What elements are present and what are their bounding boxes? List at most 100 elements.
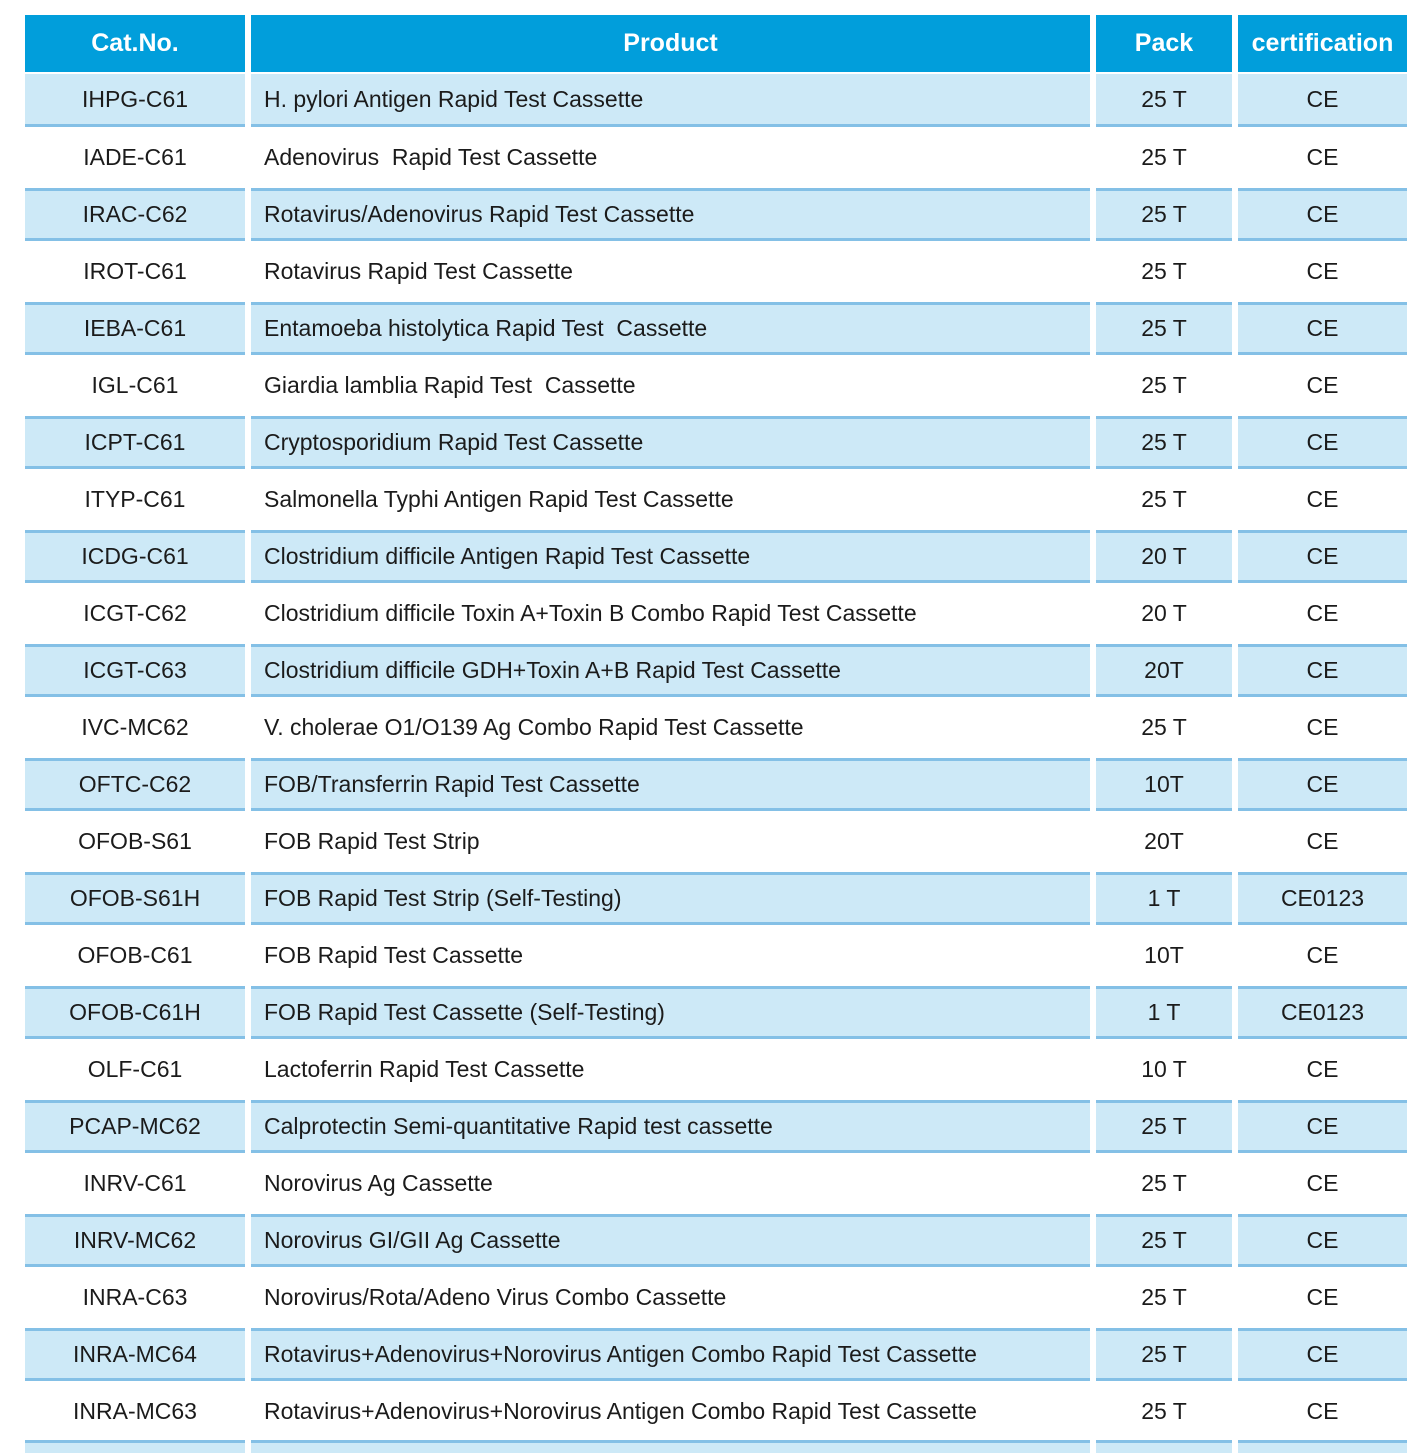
product-cell: Clostridium difficile Toxin A+Toxin B Co… xyxy=(251,587,1090,640)
cat-no-cell: OFOB-C61H xyxy=(25,986,245,1039)
certification-cell: CE xyxy=(1238,131,1407,184)
certification-cell: CE xyxy=(1238,188,1407,241)
certification-cell: CE xyxy=(1238,1271,1407,1324)
cat-no-cell: ICPT-C61 xyxy=(25,416,245,469)
product-cell: Norovirus/Rota/Adeno Virus Combo Cassett… xyxy=(251,1271,1090,1324)
cat-no-cell: INRV-C61 xyxy=(25,1157,245,1210)
pack-cell: 20 T xyxy=(1096,587,1232,640)
pack-cell: 1 T xyxy=(1096,872,1232,925)
pack-cell: 25 T xyxy=(1096,1157,1232,1210)
product-cell: Giardia lamblia Rapid Test Cassette xyxy=(251,359,1090,412)
pack-cell: 25 T xyxy=(1096,701,1232,754)
cat-no-cell: ICGT-C62 xyxy=(25,587,245,640)
column-header-cat-no: Cat.No. xyxy=(25,15,245,72)
table-row: OFTC-C62 FOB/Transferrin Rapid Test Cass… xyxy=(25,756,1407,813)
table-row: ICDG-C61 Clostridium difficile Antigen R… xyxy=(25,528,1407,585)
sliver-cell xyxy=(251,1440,1090,1453)
certification-cell: CE xyxy=(1238,359,1407,412)
certification-cell: CE xyxy=(1238,530,1407,583)
column-header-pack: Pack xyxy=(1096,15,1232,72)
table-row: IEBA-C61 Entamoeba histolytica Rapid Tes… xyxy=(25,300,1407,357)
product-cell: Entamoeba histolytica Rapid Test Cassett… xyxy=(251,302,1090,355)
certification-cell: CE0123 xyxy=(1238,986,1407,1039)
product-cell: Adenovirus Rapid Test Cassette xyxy=(251,131,1090,184)
table-row: ITYP-C61 Salmonella Typhi Antigen Rapid … xyxy=(25,471,1407,528)
pack-cell: 25 T xyxy=(1096,302,1232,355)
product-cell: FOB Rapid Test Cassette (Self-Testing) xyxy=(251,986,1090,1039)
certification-cell: CE xyxy=(1238,815,1407,868)
certification-cell: CE xyxy=(1238,245,1407,298)
cat-no-cell: IRAC-C62 xyxy=(25,188,245,241)
cat-no-cell: PCAP-MC62 xyxy=(25,1100,245,1153)
sliver-cell xyxy=(25,1440,245,1453)
table-row: ICGT-C62 Clostridium difficile Toxin A+T… xyxy=(25,585,1407,642)
cat-no-cell: IEBA-C61 xyxy=(25,302,245,355)
table-row: OLF-C61 Lactoferrin Rapid Test Cassette … xyxy=(25,1041,1407,1098)
table-row: INRV-MC62 Norovirus GI/GII Ag Cassette 2… xyxy=(25,1212,1407,1269)
certification-cell: CE xyxy=(1238,302,1407,355)
pack-cell: 25 T xyxy=(1096,1271,1232,1324)
product-cell: Clostridium difficile GDH+Toxin A+B Rapi… xyxy=(251,644,1090,697)
pack-cell: 25 T xyxy=(1096,74,1232,127)
pack-cell: 25 T xyxy=(1096,245,1232,298)
table-row: INRA-MC64 Rotavirus+Adenovirus+Norovirus… xyxy=(25,1326,1407,1383)
product-cell: H. pylori Antigen Rapid Test Cassette xyxy=(251,74,1090,127)
product-cell: Norovirus GI/GII Ag Cassette xyxy=(251,1214,1090,1267)
sliver-cell xyxy=(1238,1440,1407,1453)
table-body: IHPG-C61 H. pylori Antigen Rapid Test Ca… xyxy=(25,72,1407,1440)
table-row: ICPT-C61 Cryptosporidium Rapid Test Cass… xyxy=(25,414,1407,471)
product-cell: V. cholerae O1/O139 Ag Combo Rapid Test … xyxy=(251,701,1090,754)
pack-cell: 1 T xyxy=(1096,986,1232,1039)
table-row: INRA-MC63 Rotavirus+Adenovirus+Norovirus… xyxy=(25,1383,1407,1440)
product-cell: Rotavirus+Adenovirus+Norovirus Antigen C… xyxy=(251,1328,1090,1381)
certification-cell: CE xyxy=(1238,473,1407,526)
product-table: Cat.No. Product Pack certification IHPG-… xyxy=(25,15,1407,1453)
table-row: IROT-C61 Rotavirus Rapid Test Cassette 2… xyxy=(25,243,1407,300)
cat-no-cell: OFOB-S61H xyxy=(25,872,245,925)
table-row: ICGT-C63 Clostridium difficile GDH+Toxin… xyxy=(25,642,1407,699)
product-cell: Salmonella Typhi Antigen Rapid Test Cass… xyxy=(251,473,1090,526)
certification-cell: CE xyxy=(1238,587,1407,640)
product-cell: Clostridium difficile Antigen Rapid Test… xyxy=(251,530,1090,583)
pack-cell: 25 T xyxy=(1096,1100,1232,1153)
cat-no-cell: ITYP-C61 xyxy=(25,473,245,526)
product-cell: Cryptosporidium Rapid Test Cassette xyxy=(251,416,1090,469)
certification-cell: CE xyxy=(1238,1043,1407,1096)
cat-no-cell: INRA-MC63 xyxy=(25,1385,245,1438)
cat-no-cell: INRA-MC64 xyxy=(25,1328,245,1381)
certification-cell: CE xyxy=(1238,644,1407,697)
pack-cell: 25 T xyxy=(1096,131,1232,184)
pack-cell: 25 T xyxy=(1096,188,1232,241)
product-cell: Rotavirus Rapid Test Cassette xyxy=(251,245,1090,298)
table-header-row: Cat.No. Product Pack certification xyxy=(25,15,1407,72)
table-row: INRA-C63 Norovirus/Rota/Adeno Virus Comb… xyxy=(25,1269,1407,1326)
certification-cell: CE xyxy=(1238,758,1407,811)
pack-cell: 25 T xyxy=(1096,473,1232,526)
cat-no-cell: OFTC-C62 xyxy=(25,758,245,811)
product-cell: Rotavirus/Adenovirus Rapid Test Cassette xyxy=(251,188,1090,241)
sliver-cell xyxy=(1096,1440,1232,1453)
certification-cell: CE xyxy=(1238,1328,1407,1381)
certification-cell: CE0123 xyxy=(1238,872,1407,925)
table-row: IRAC-C62 Rotavirus/Adenovirus Rapid Test… xyxy=(25,186,1407,243)
product-cell: Rotavirus+Adenovirus+Norovirus Antigen C… xyxy=(251,1385,1090,1438)
table-row: PCAP-MC62 Calprotectin Semi-quantitative… xyxy=(25,1098,1407,1155)
pack-cell: 10T xyxy=(1096,758,1232,811)
product-cell: Lactoferrin Rapid Test Cassette xyxy=(251,1043,1090,1096)
pack-cell: 10 T xyxy=(1096,1043,1232,1096)
pack-cell: 25 T xyxy=(1096,416,1232,469)
cat-no-cell: ICGT-C63 xyxy=(25,644,245,697)
table-row: IGL-C61 Giardia lamblia Rapid Test Casse… xyxy=(25,357,1407,414)
column-header-product: Product xyxy=(251,15,1090,72)
certification-cell: CE xyxy=(1238,416,1407,469)
product-cell: FOB Rapid Test Strip (Self-Testing) xyxy=(251,872,1090,925)
pack-cell: 25 T xyxy=(1096,1385,1232,1438)
cat-no-cell: IHPG-C61 xyxy=(25,74,245,127)
cat-no-cell: IADE-C61 xyxy=(25,131,245,184)
cat-no-cell: OLF-C61 xyxy=(25,1043,245,1096)
certification-cell: CE xyxy=(1238,929,1407,982)
cat-no-cell: ICDG-C61 xyxy=(25,530,245,583)
table-row: IADE-C61 Adenovirus Rapid Test Cassette … xyxy=(25,129,1407,186)
pack-cell: 20T xyxy=(1096,815,1232,868)
